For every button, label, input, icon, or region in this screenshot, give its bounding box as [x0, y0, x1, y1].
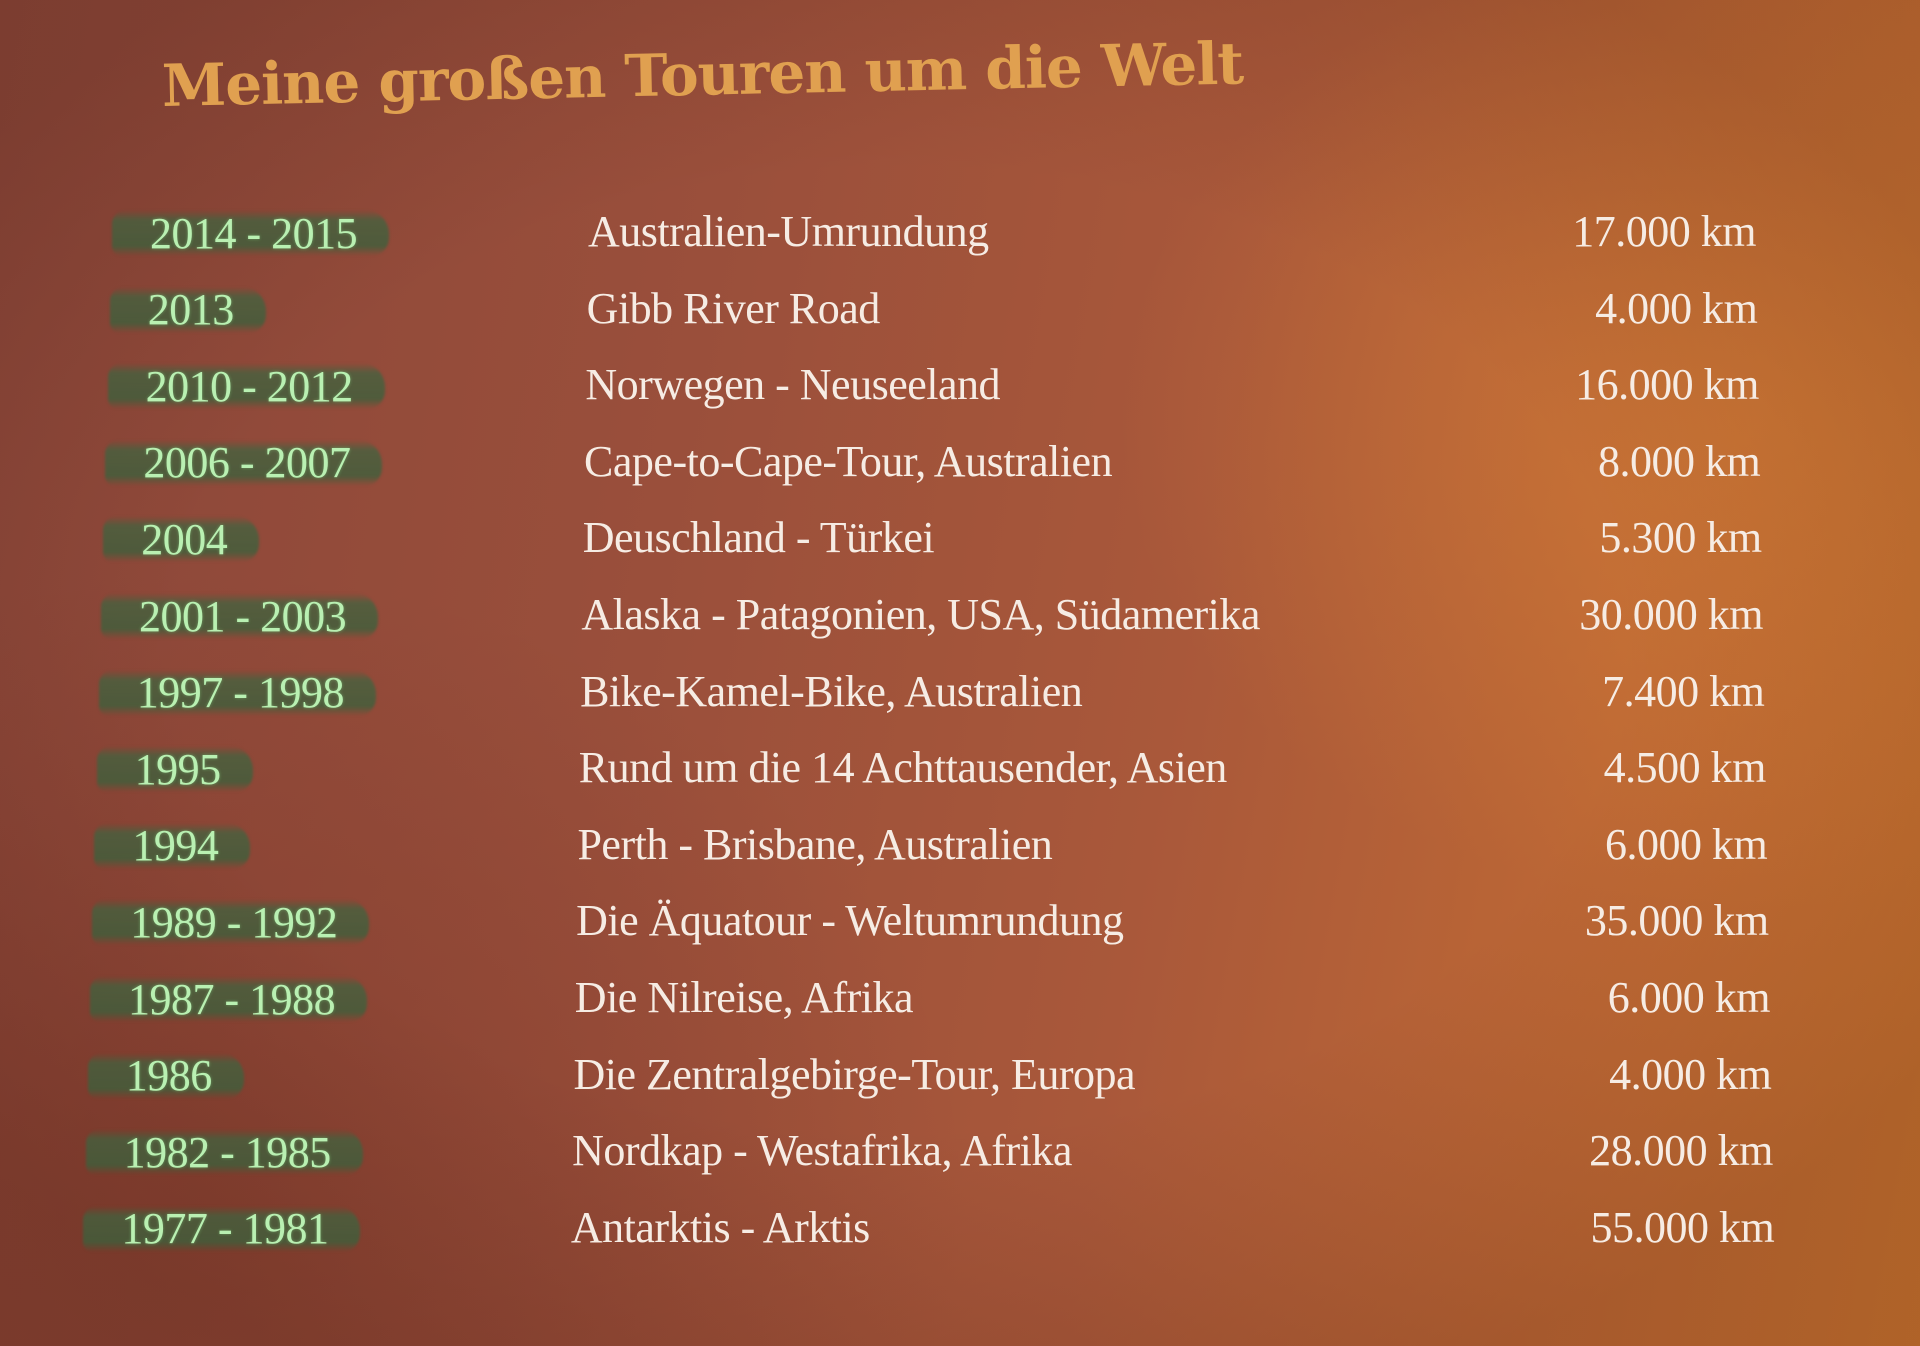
- highlighter-mark: [101, 593, 378, 639]
- tour-route: Norwegen - Neuseeland: [585, 360, 1001, 410]
- highlighter-mark: [94, 822, 251, 869]
- distance-cell: 28.000 km: [1473, 1115, 1773, 1189]
- tour-route: Die Nilreise, Afrika: [574, 973, 914, 1022]
- tour-route: Antarktis - Arktis: [570, 1202, 870, 1252]
- tour-route: Australien-Umrundung: [588, 207, 989, 256]
- years-cell: 2013: [109, 281, 272, 339]
- highlighter-mark: [96, 746, 253, 793]
- tour-distance: 5.300 km: [1599, 513, 1762, 563]
- tour-route: Bike-Kamel-Bike, Australien: [580, 666, 1083, 716]
- tour-route: Deuschland - Türkei: [582, 513, 935, 563]
- tour-route: Rund um die 14 Achttausender, Asien: [578, 743, 1227, 793]
- distance-cell: 4.000 km: [1471, 1039, 1772, 1113]
- distance-cell: 6.000 km: [1467, 809, 1768, 883]
- tour-route: Nordkap - Westafrika, Afrika: [572, 1126, 1072, 1176]
- tour-row: 2010 - 2012 Norwegen - Neuseeland 16.000 k…: [0, 349, 1920, 423]
- highlighter-mark: [98, 669, 376, 716]
- tour-distance: 30.000 km: [1579, 590, 1763, 639]
- highlighter-mark: [90, 976, 367, 1022]
- tour-row: 1989 - 1992 Die Äquatour - Weltumrundung 3…: [0, 885, 1920, 959]
- years-cell: 1982 - 1985: [85, 1123, 369, 1181]
- years-cell: 2010 - 2012: [107, 357, 391, 415]
- highlighter-mark: [107, 363, 385, 410]
- highlighter-mark: [103, 516, 260, 563]
- tour-row: 2006 - 2007 Cape-to-Cape-Tour, Australien…: [0, 426, 1920, 500]
- tour-row: 1987 - 1988 Die Nilreise, Afrika 6.000 km: [0, 962, 1920, 1036]
- tour-years: 1977 - 1981: [121, 1204, 329, 1254]
- tour-years: 1997 - 1998: [136, 668, 345, 718]
- distance-cell: 30.000 km: [1463, 579, 1763, 653]
- tour-route: Die Zentralgebirge-Tour, Europa: [573, 1049, 1136, 1099]
- distance-cell: 17.000 km: [1456, 196, 1756, 270]
- distance-cell: 7.400 km: [1464, 656, 1765, 730]
- distance-cell: 35.000 km: [1469, 885, 1769, 959]
- tour-route: Cape-to-Cape-Tour, Australien: [584, 436, 1113, 486]
- tour-distance: 28.000 km: [1589, 1126, 1773, 1176]
- years-cell: 1989 - 1992: [92, 893, 375, 951]
- tour-row: 1982 - 1985 Nordkap - Westafrika, Afrika 2…: [0, 1115, 1920, 1189]
- tour-distance: 35.000 km: [1584, 896, 1769, 946]
- tour-distance: 7.400 km: [1602, 666, 1765, 716]
- years-cell: 2004: [103, 510, 265, 568]
- tour-years: 1994: [132, 821, 219, 871]
- tour-row: 2013 Gibb River Road 4.000 km: [0, 273, 1920, 347]
- tour-distance: 6.000 km: [1607, 973, 1771, 1022]
- tour-distance: 55.000 km: [1590, 1202, 1775, 1252]
- tour-route: Die Äquatour - Weltumrundung: [576, 896, 1124, 946]
- years-cell: 2014 - 2015: [112, 204, 395, 262]
- tour-years: 2014 - 2015: [150, 208, 358, 258]
- distance-cell: 16.000 km: [1459, 349, 1759, 423]
- highlighter-mark: [109, 286, 266, 333]
- tour-years: 1982 - 1985: [123, 1127, 332, 1177]
- years-cell: 2006 - 2007: [105, 434, 388, 492]
- years-cell: 2001 - 2003: [101, 587, 384, 645]
- tour-years: 1986: [125, 1051, 213, 1101]
- tour-years: 2001 - 2003: [139, 591, 347, 641]
- tour-route: Gibb River Road: [586, 283, 881, 333]
- tour-row: 2014 - 2015 Australien-Umrundung 17.000 km: [0, 196, 1920, 270]
- tour-distance: 8.000 km: [1597, 436, 1761, 486]
- tour-years: 2013: [147, 285, 235, 335]
- tour-distance: 17.000 km: [1572, 207, 1756, 256]
- highlighter-mark: [105, 439, 383, 486]
- tour-years: 2006 - 2007: [143, 438, 351, 488]
- distance-cell: 4.000 km: [1457, 273, 1758, 347]
- tour-years: 2010 - 2012: [145, 361, 354, 411]
- tour-distance: 4.000 km: [1609, 1049, 1772, 1099]
- years-cell: 1987 - 1988: [90, 970, 373, 1028]
- tour-row: 1977 - 1981 Antarktis - Arktis 55.000 km: [0, 1192, 1920, 1266]
- distance-cell: 55.000 km: [1474, 1192, 1774, 1266]
- tour-row: 1997 - 1998 Bike-Kamel-Bike, Australien 7.…: [0, 656, 1920, 730]
- tour-distance: 4.500 km: [1603, 743, 1767, 793]
- tour-years: 1987 - 1988: [128, 974, 336, 1024]
- tour-years: 1995: [134, 744, 222, 794]
- distance-cell: 8.000 km: [1460, 426, 1761, 500]
- years-cell: 1977 - 1981: [83, 1200, 366, 1258]
- tour-years: 2004: [141, 514, 228, 564]
- highlighter-mark: [92, 899, 370, 946]
- tour-distance: 6.000 km: [1604, 819, 1768, 869]
- tour-distance: 16.000 km: [1575, 360, 1759, 410]
- tour-years: 1989 - 1992: [130, 897, 338, 947]
- highlighter-mark: [112, 210, 389, 256]
- distance-cell: 5.300 km: [1462, 502, 1762, 576]
- tour-route: Perth - Brisbane, Australien: [577, 819, 1053, 869]
- tour-row: 2001 - 2003 Alaska - Patagonien, USA, Süd…: [0, 579, 1920, 653]
- distance-cell: 4.500 km: [1466, 732, 1767, 806]
- tour-row: 1986 Die Zentralgebirge-Tour, Europa 4.000…: [0, 1039, 1920, 1113]
- tour-row: 1994 Perth - Brisbane, Australien 6.000 km: [0, 809, 1920, 883]
- tour-row: 2004 Deuschland - Türkei 5.300 km: [0, 502, 1920, 576]
- tour-distance: 4.000 km: [1595, 283, 1758, 333]
- highlighter-mark: [87, 1052, 244, 1099]
- tour-route: Alaska - Patagonien, USA, Südamerika: [581, 590, 1260, 639]
- highlighter-mark: [83, 1205, 361, 1252]
- distance-cell: 6.000 km: [1470, 962, 1771, 1036]
- highlighter-mark: [85, 1129, 363, 1176]
- years-cell: 1994: [94, 817, 256, 875]
- tour-row: 1995 Rund um die 14 Achttausender, Asien 4…: [0, 732, 1920, 806]
- years-cell: 1986: [87, 1047, 250, 1105]
- years-cell: 1995: [96, 740, 259, 798]
- years-cell: 1997 - 1998: [98, 664, 382, 722]
